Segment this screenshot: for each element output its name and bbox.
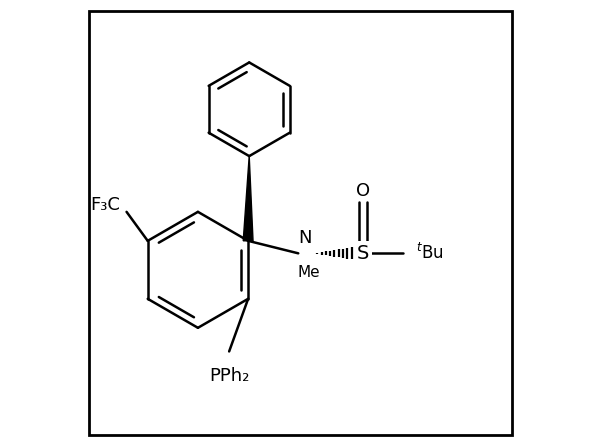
Text: S: S (357, 244, 369, 263)
Text: N: N (298, 229, 312, 247)
Text: F₃C: F₃C (90, 196, 120, 214)
Text: O: O (356, 182, 370, 200)
Text: Me: Me (297, 265, 320, 281)
Polygon shape (243, 156, 253, 241)
Text: PPh₂: PPh₂ (209, 367, 249, 384)
Text: $^t$Bu: $^t$Bu (416, 243, 444, 264)
